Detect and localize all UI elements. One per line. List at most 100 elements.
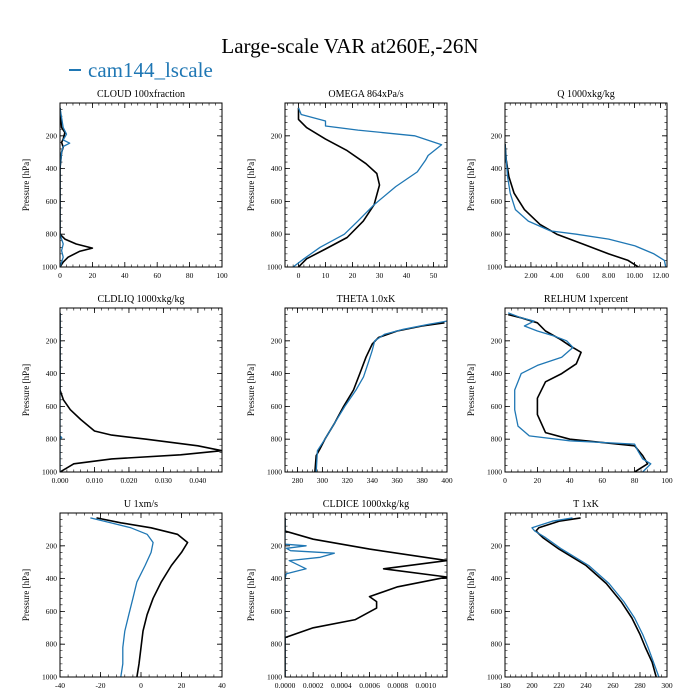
x-tick-label: 300	[661, 681, 673, 690]
panel-title: THETA 1.0xK	[337, 294, 396, 305]
y-tick-label: 400	[46, 574, 58, 583]
panel-title: CLOUD 100xfraction	[97, 89, 185, 100]
y-tick-label: 200	[271, 336, 283, 345]
series-line-black	[60, 107, 94, 267]
y-tick-label: 400	[271, 574, 283, 583]
y-tick-label: 1000	[42, 673, 57, 682]
y-tick-label: 800	[271, 435, 283, 444]
y-tick-label: 200	[491, 336, 503, 345]
series-line-black	[508, 313, 649, 472]
y-tick-label: 600	[271, 197, 283, 206]
y-axis-label: Pressure [hPa]	[246, 364, 256, 416]
minor-ticks	[59, 307, 222, 473]
x-tick-label: 0.0002	[303, 681, 324, 690]
x-tick-label: 320	[342, 476, 354, 485]
plot-frame	[504, 307, 668, 473]
x-tick-label: 80	[631, 476, 639, 485]
x-tick-label: 280	[292, 476, 304, 485]
series-line-blue	[90, 517, 154, 677]
minor-ticks	[285, 307, 448, 473]
x-tick-label: 12.00	[652, 271, 669, 280]
plot-frame	[284, 512, 448, 678]
series-line-blue	[60, 312, 63, 472]
y-tick-label: 1000	[267, 673, 282, 682]
panel-title: CLDICE 1000xkg/kg	[323, 499, 409, 510]
x-tick-label: 0	[297, 271, 301, 280]
y-axis-label: Pressure [hPa]	[21, 364, 31, 416]
y-tick-label: 400	[271, 164, 283, 173]
y-axis-label: Pressure [hPa]	[21, 159, 31, 211]
y-tick-label: 1000	[267, 263, 282, 272]
y-tick-label: 600	[271, 607, 283, 616]
y-tick-label: 1000	[42, 468, 57, 477]
x-tick-label: 40	[121, 271, 129, 280]
y-tick-label: 400	[491, 369, 503, 378]
x-tick-label: 60	[153, 271, 161, 280]
x-tick-label: 240	[580, 681, 592, 690]
panel-title: Q 1000xkg/kg	[557, 89, 615, 100]
x-tick-label: 0	[139, 681, 143, 690]
panel-title: OMEGA 864xPa/s	[328, 89, 403, 100]
x-tick-label: 0.0006	[359, 681, 380, 690]
minor-ticks	[504, 307, 668, 473]
series-line-black	[314, 322, 445, 472]
y-tick-label: 400	[46, 369, 58, 378]
y-tick-label: 400	[491, 574, 503, 583]
x-tick-label: 20	[349, 271, 357, 280]
panel-8: CLDICE 1000xkg/kg Pressure [hPa] 0.0000 0.0…	[246, 499, 448, 690]
x-tick-label: 40	[403, 271, 411, 280]
x-tick-label: 380	[416, 476, 428, 485]
panel-5: THETA 1.0xK Pressure [hPa] 280 300 320 340 360…	[246, 294, 453, 485]
plot-frame	[59, 512, 223, 678]
y-tick-label: 800	[46, 435, 58, 444]
x-tick-label: 0.0010	[416, 681, 437, 690]
y-tick-label: 800	[491, 435, 503, 444]
x-tick-label: 340	[367, 476, 379, 485]
plot-frame	[59, 102, 223, 268]
y-tick-label: 600	[491, 402, 503, 411]
y-tick-label: 800	[271, 640, 283, 649]
panel-7: U 1xm/s Pressure [hPa] -40 -20 0 20 40 200 400 60…	[21, 499, 226, 690]
x-tick-label: 80	[186, 271, 194, 280]
y-tick-label: 800	[491, 230, 503, 239]
plot-frame	[284, 307, 448, 473]
panel-1: CLOUD 100xfraction Pressure [hPa] 0 20 40 60 8…	[21, 89, 228, 280]
legend-swatch	[69, 69, 81, 72]
x-tick-label: 280	[634, 681, 646, 690]
y-tick-label: 1000	[267, 468, 282, 477]
x-tick-label: 20	[89, 271, 97, 280]
x-tick-label: 0.0008	[387, 681, 408, 690]
x-tick-label: 10.00	[626, 271, 643, 280]
y-tick-label: 200	[491, 541, 503, 550]
y-tick-label: 1000	[42, 263, 57, 272]
x-tick-label: 60	[598, 476, 606, 485]
minor-ticks	[504, 102, 667, 268]
y-tick-label: 200	[271, 131, 283, 140]
y-axis-label: Pressure [hPa]	[246, 569, 256, 621]
legend-label: cam144_lscale	[88, 58, 213, 82]
y-tick-label: 600	[491, 197, 503, 206]
legend: cam144_lscale	[69, 58, 213, 83]
x-tick-label: 20	[178, 681, 186, 690]
y-tick-label: 200	[46, 131, 58, 140]
x-tick-label: 0.0000	[275, 681, 296, 690]
x-tick-label: 4.00	[550, 271, 563, 280]
y-tick-label: 800	[46, 640, 58, 649]
x-tick-label: 8.00	[602, 271, 615, 280]
y-axis-label: Pressure [hPa]	[466, 364, 476, 416]
figure-title: Large-scale VAR at260E,-26N	[221, 34, 479, 58]
y-tick-label: 1000	[487, 673, 502, 682]
y-tick-label: 400	[271, 369, 283, 378]
x-tick-label: 10	[322, 271, 330, 280]
y-tick-label: 400	[46, 164, 58, 173]
y-axis-label: Pressure [hPa]	[466, 569, 476, 621]
x-tick-label: 0	[58, 271, 62, 280]
y-tick-label: 600	[46, 197, 58, 206]
minor-ticks	[59, 102, 223, 268]
x-tick-label: 6.00	[576, 271, 589, 280]
panel-6: RELHUM 1xpercent Pressure [hPa] 0 20 40 60 80 1…	[466, 294, 673, 485]
y-axis-label: Pressure [hPa]	[246, 159, 256, 211]
x-tick-label: -20	[96, 681, 106, 690]
y-tick-label: 200	[271, 541, 283, 550]
y-tick-label: 1000	[487, 468, 502, 477]
